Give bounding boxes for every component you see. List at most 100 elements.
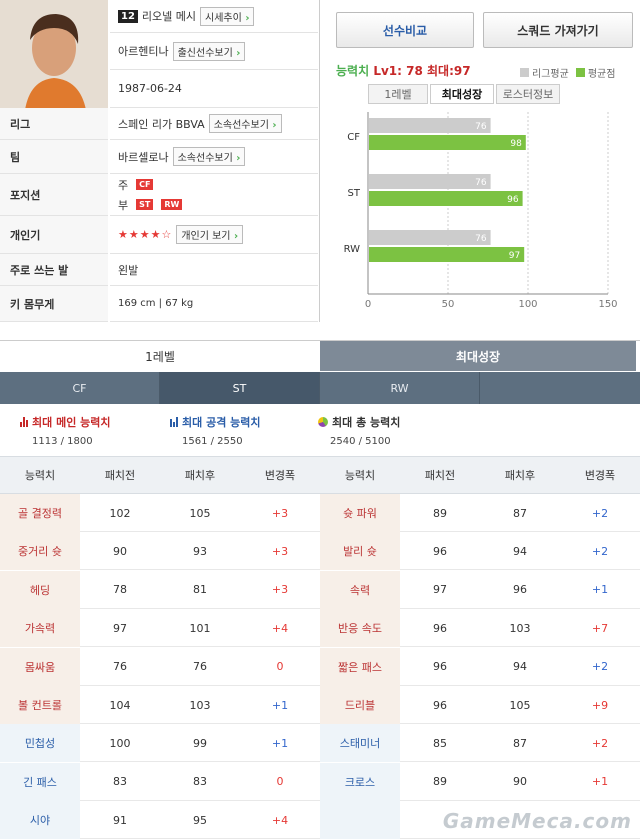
stat-name: 반응 속도 [320,609,400,648]
tab-position-cf[interactable]: CF [0,372,160,404]
stat-after: 87 [513,736,527,750]
bar-chart-icon [170,417,178,427]
bar-avg-score [369,247,525,262]
stats-header: 능력치 패치전 패치후 변경폭 능력치 패치전 패치후 변경폭 [0,456,640,494]
skill-label: 개인기 [0,216,108,254]
skill-view-button[interactable]: 개인기 보기 [176,225,244,244]
stat-change: +2 [591,544,609,558]
league-name: 스페인 리가 BBVA [118,117,205,131]
sub-position-label: 부 [118,198,129,212]
pie-chart-icon [318,417,328,427]
level-tab-bar: 1레벨 최대성장 [0,340,640,371]
table-row: 민첩성 100 99 +1 스태미너 85 87 +2 [0,724,640,763]
bar-value-label: 96 [507,195,519,205]
tab-max-growth-bottom[interactable]: 최대성장 [320,341,636,371]
stat-before: 91 [113,813,127,827]
stat-change: +2 [591,506,609,520]
stat-name [320,801,400,839]
stat-change: +3 [271,544,289,558]
bar-league-avg [369,230,491,245]
stat-before: 90 [113,544,127,558]
summary-total: 최대 총 능력치 2540 / 5100 [318,414,400,447]
main-position-badge: CF [136,179,154,190]
stat-change: 0 [276,775,284,789]
table-row: 중거리 슛 90 93 +3 발리 슛 96 94 +2 [0,532,640,571]
season-badge: 12 [118,9,138,23]
bar-avg-score [369,191,523,206]
birth-row: 1987-06-24 [110,70,318,108]
stat-name: 골 결정력 [0,494,80,532]
stat-after: 76 [193,660,207,674]
same-nation-button[interactable]: 출신선수보기 [172,41,246,61]
stat-change: +1 [271,736,289,750]
player-name: 리오넬 메시 [141,10,197,23]
league-label: 리그 [0,108,108,140]
tab-level1-bottom[interactable]: 1레벨 [0,341,320,371]
table-row: 골 결정력 102 105 +3 슛 파워 89 87 +2 [0,494,640,532]
stat-before: 76 [113,660,127,674]
body-row: 169 cm | 67 kg [110,286,318,322]
tab-level1[interactable]: 1레벨 [368,84,428,104]
category-label: RW [344,244,361,255]
team-label: 팀 [0,140,108,174]
tab-position-st[interactable]: ST [160,372,320,404]
stat-after: 83 [193,775,207,789]
bar-value-label: 76 [475,234,487,244]
stat-name: 시야 [0,801,80,839]
stat-change: +2 [591,660,609,674]
stat-change: +1 [591,775,609,789]
tab-roster-info[interactable]: 로스터정보 [496,84,560,104]
tab-position-rw[interactable]: RW [320,372,480,404]
summary-main-value: 1113 / 1800 [32,436,93,447]
stat-name: 크로스 [320,762,400,801]
summary-attack-title: 최대 공격 능력치 [182,416,261,429]
stat-before: 96 [433,544,447,558]
bar-value-label: 76 [475,122,487,132]
stat-after: 93 [193,544,207,558]
sub-position-badge: RW [161,199,183,210]
header-cell: 패치전 [424,469,456,482]
stat-before: 102 [109,506,131,520]
table-row: 헤딩 78 81 +3 속력 97 96 +1 [0,570,640,609]
bar-league-avg [369,174,491,189]
player-photo [0,0,108,110]
header-cell: 패치전 [104,469,136,482]
stat-change: +1 [591,583,609,597]
legend-swatch-avg [575,68,585,77]
category-label: ST [348,188,361,199]
stat-after: 94 [513,660,527,674]
main-position-label: 주 [118,178,129,192]
ability-chart: 0 50 100 150 CF 76 98 ST 76 96 RW 76 97 [344,112,618,310]
stat-after: 90 [513,775,527,789]
nationality-row: 아르헨티나 출신선수보기 [110,33,318,70]
squad-button[interactable]: 스쿼드 가져가기 [483,12,633,48]
compare-button[interactable]: 선수비교 [336,12,474,48]
team-players-button[interactable]: 소속선수보기 [172,147,246,166]
stat-name: 발리 슛 [320,532,400,571]
stat-before: 97 [113,621,127,635]
player-name-row: 12 리오넬 메시 시세추이 [110,0,318,33]
stat-change: +3 [271,583,289,597]
foot-label: 주로 쓰는 발 [0,254,108,286]
price-trend-button[interactable]: 시세추이 [200,6,255,26]
summary-total-title: 최대 총 능력치 [332,416,401,429]
league-players-button[interactable]: 소속선수보기 [208,114,282,133]
stat-after: 87 [513,506,527,520]
stat-before: 96 [433,660,447,674]
stat-before: 89 [433,775,447,789]
stat-before: 96 [433,698,447,712]
team-name: 바르셀로나 [118,150,169,164]
stat-after: 81 [193,583,207,597]
summary-total-value: 2540 / 5100 [330,436,391,447]
x-tick-label: 150 [598,299,617,310]
stat-name: 슛 파워 [320,494,400,532]
stat-change: +4 [271,813,289,827]
x-tick-label: 0 [365,299,371,310]
ability-value: Lv1: 78 최대:97 [373,64,471,78]
tab-max-growth[interactable]: 최대성장 [430,84,494,104]
stat-after: 103 [189,698,211,712]
stat-name: 짧은 패스 [320,647,400,686]
vertical-divider [319,0,320,322]
bar-value-label: 98 [510,139,522,149]
table-row: 가속력 97 101 +4 반응 속도 96 103 +7 [0,609,640,648]
